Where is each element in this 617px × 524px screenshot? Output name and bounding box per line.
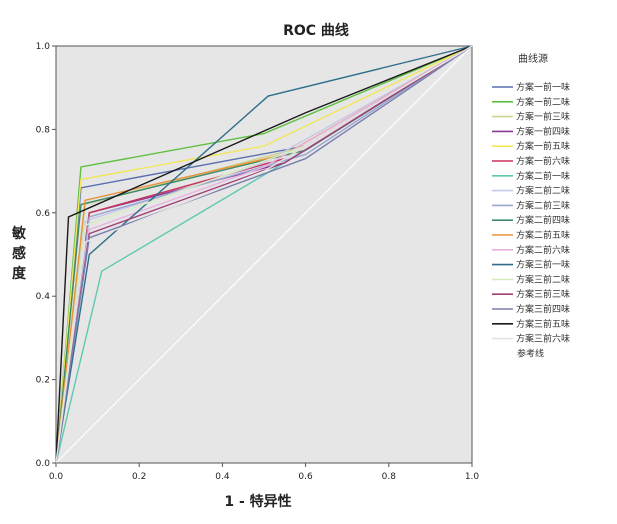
x-tick-label: 0.0 xyxy=(49,472,64,482)
tick-layer: 0.0 0.2 0.4 0.6 0.8 1.0 0.0 0.2 0.4 0.6 0.8 1.0 xyxy=(36,42,480,482)
legend-label: 方案二前三味 xyxy=(516,199,570,211)
legend-label: 参考线 xyxy=(517,347,544,359)
series-layer xyxy=(55,45,473,464)
y-tick-label: 0.4 xyxy=(36,292,51,302)
roc-series-line-13 xyxy=(55,45,473,464)
y-tick-label: 0.2 xyxy=(36,376,50,386)
x-axis-label: 1 - 特异性 xyxy=(224,493,291,510)
roc-series-line-5 xyxy=(55,45,473,464)
y-axis-label-char: 感 xyxy=(12,245,26,262)
legend-label: 方案三前三味 xyxy=(516,288,570,300)
y-tick-label: 1.0 xyxy=(36,42,51,52)
reference-line xyxy=(55,45,473,464)
legend: 曲线源 方案一前一味方案一前二味方案一前三味方案一前四味方案一前五味方案一前六味… xyxy=(492,52,570,359)
x-tick-label: 1.0 xyxy=(465,472,480,482)
y-axis-label-char: 度 xyxy=(12,265,27,282)
legend-label: 方案一前五味 xyxy=(516,140,570,152)
y-tick-label: 0.8 xyxy=(36,125,51,135)
y-axis-label-char: 敏 xyxy=(11,225,27,242)
legend-label: 方案一前一味 xyxy=(516,81,570,93)
legend-label: 方案一前四味 xyxy=(516,125,570,137)
chart-title: ROC 曲线 xyxy=(283,22,349,39)
legend-label: 方案三前一味 xyxy=(516,259,570,271)
legend-label: 方案三前五味 xyxy=(516,318,570,330)
legend-label: 方案三前六味 xyxy=(516,333,570,345)
legend-label: 方案三前四味 xyxy=(516,303,570,315)
legend-label: 方案三前二味 xyxy=(516,273,570,285)
legend-label: 方案二前六味 xyxy=(516,244,570,256)
legend-label: 方案一前二味 xyxy=(516,96,570,108)
y-tick-label: 0.0 xyxy=(36,459,51,469)
legend-label: 方案二前二味 xyxy=(516,185,570,197)
x-tick-label: 0.4 xyxy=(215,472,230,482)
legend-label: 方案一前三味 xyxy=(516,111,570,123)
legend-label: 方案二前一味 xyxy=(516,170,570,182)
x-tick-label: 0.8 xyxy=(382,472,397,482)
x-tick-label: 0.2 xyxy=(132,472,146,482)
roc-series-line-18 xyxy=(55,45,473,464)
legend-label: 方案二前五味 xyxy=(516,229,570,241)
y-tick-label: 0.6 xyxy=(36,209,51,219)
x-tick-label: 0.6 xyxy=(298,472,313,482)
y-axis-label: 敏感度 xyxy=(11,225,27,282)
legend-label: 方案二前四味 xyxy=(516,214,570,226)
legend-label: 方案一前六味 xyxy=(516,155,570,167)
roc-series-line-17 xyxy=(55,45,473,464)
legend-title: 曲线源 xyxy=(518,52,548,65)
